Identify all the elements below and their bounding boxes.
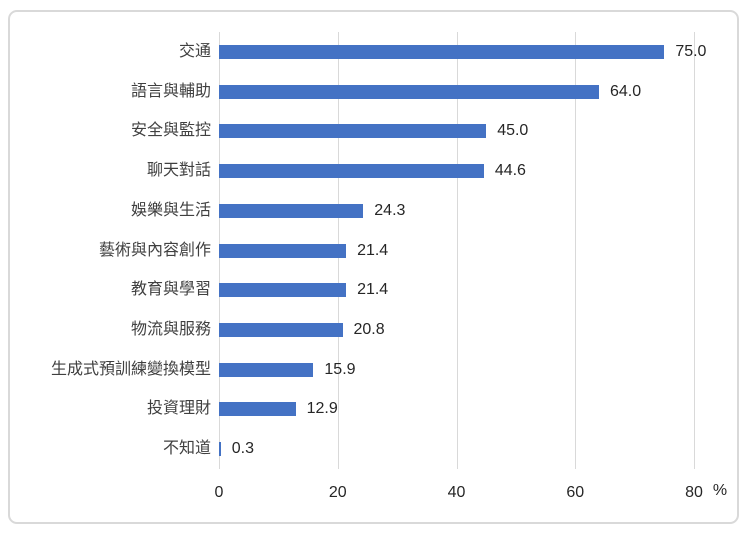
x-tick-label: 0 [214, 484, 224, 501]
bar [219, 44, 665, 59]
category-label: 生成式預訓練變換模型 [50, 360, 211, 378]
value-label: 21.4 [357, 241, 389, 259]
value-label: 64.0 [610, 82, 642, 100]
value-label: 15.9 [324, 360, 356, 378]
x-tick-label: 20 [328, 484, 347, 501]
category-label: 交通 [178, 42, 211, 60]
value-label: 44.6 [494, 162, 526, 180]
x-tick-label: 60 [566, 484, 585, 501]
bar [219, 322, 343, 337]
bar [219, 124, 487, 139]
category-label: 不知道 [162, 440, 211, 458]
value-label: 20.8 [353, 320, 385, 338]
bar [219, 283, 347, 298]
bar [219, 362, 314, 377]
value-label: 21.4 [357, 281, 389, 299]
value-label: 45.0 [497, 122, 529, 140]
bar [219, 442, 221, 457]
bar [219, 164, 484, 179]
bar [219, 203, 364, 218]
gridline-x-40 [456, 32, 458, 469]
chart-frame: 75.0 64.0 45.0 44.6 24.3 21.4 21.4 20.8 15.9 12.9… [8, 10, 739, 524]
bar [219, 243, 347, 258]
category-label: 安全與監控 [130, 122, 211, 140]
plot-area: 75.0 64.0 45.0 44.6 24.3 21.4 21.4 20.8 15.9 12.9… [219, 32, 706, 469]
category-label: 教育與學習 [130, 281, 211, 299]
bar [219, 84, 599, 99]
x-tick-label: 80 [685, 484, 703, 501]
x-tick-label: 40 [447, 484, 466, 501]
value-label: 24.3 [374, 201, 406, 219]
value-label: 0.3 [231, 440, 255, 458]
value-label: 12.9 [306, 400, 338, 418]
category-label: 藝術與內容創作 [98, 241, 211, 259]
x-axis-unit-label: % [712, 482, 728, 499]
category-label: 語言與輔助 [130, 82, 211, 100]
gridline-x-80 [694, 32, 695, 469]
category-label: 聊天對話 [146, 162, 211, 180]
category-label: 物流與服務 [130, 320, 211, 338]
bar [219, 402, 296, 417]
category-label: 投資理財 [146, 400, 211, 418]
value-label: 75.0 [675, 42, 707, 60]
category-label: 娛樂與生活 [130, 201, 211, 219]
gridline-x-60 [575, 32, 577, 469]
